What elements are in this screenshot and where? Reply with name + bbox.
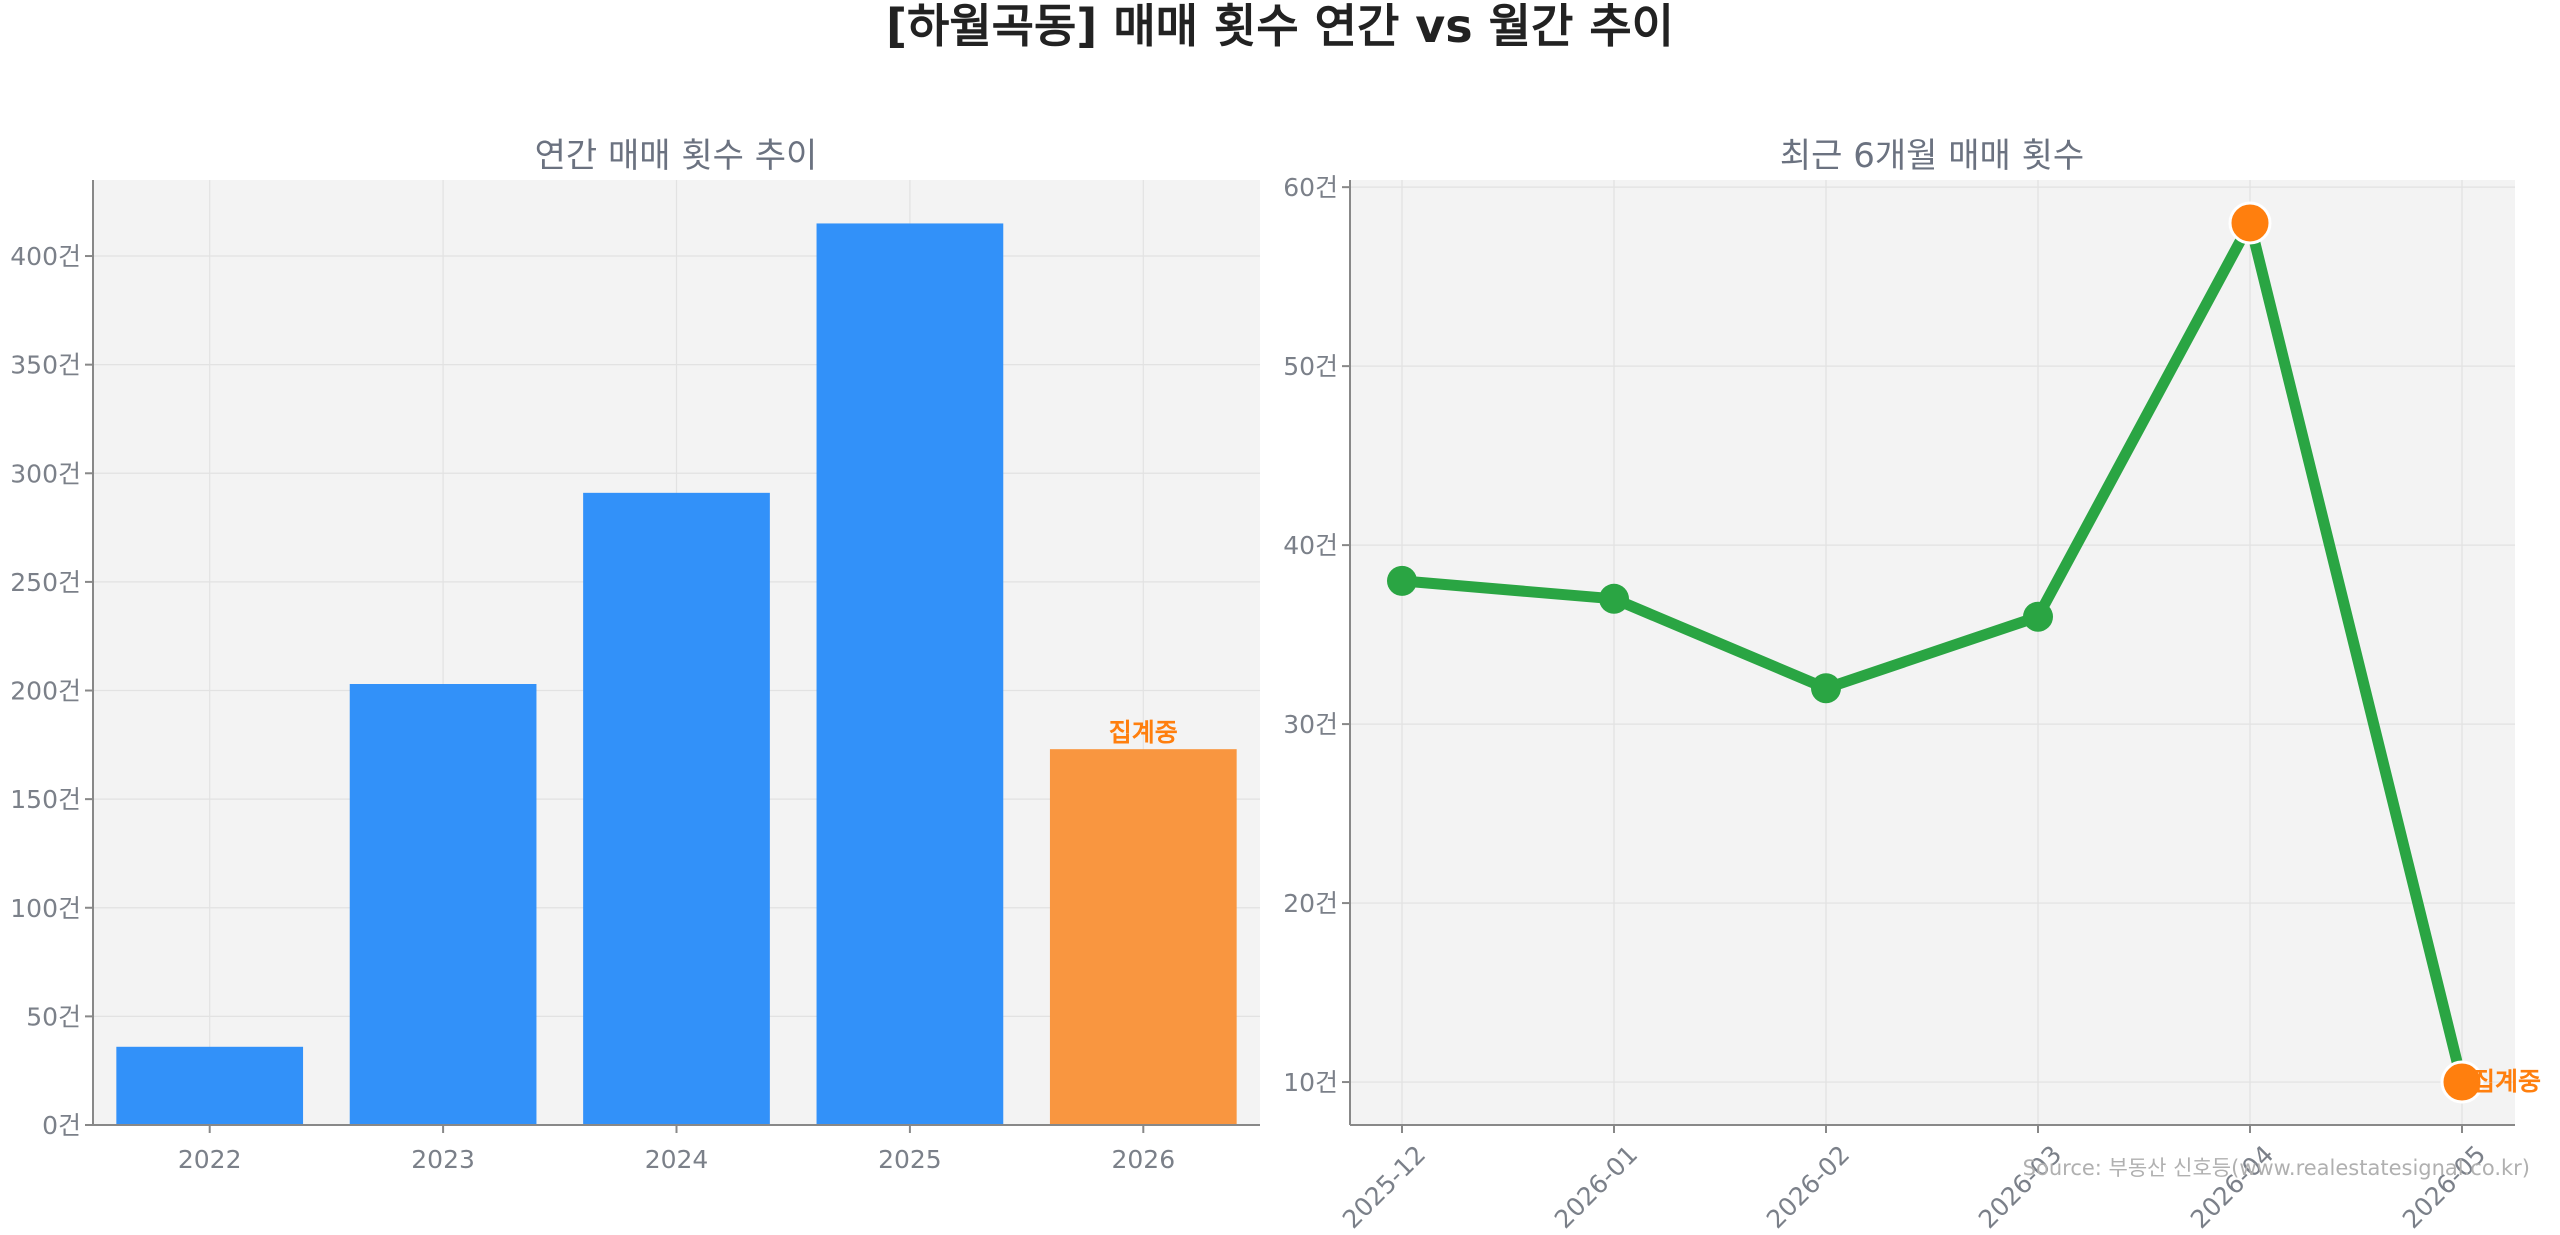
annual-y-tick-label: 0건 <box>42 1111 81 1140</box>
monthly-chart-title: 최근 6개월 매매 횟수 <box>1780 136 2084 176</box>
annual-y-tick-label: 200건 <box>10 677 81 706</box>
annual-x-tick-label: 2026 <box>1111 1145 1175 1174</box>
annual-bar-2025 <box>816 223 1004 1126</box>
annual-x-ticks: 2022 2023 2024 2025 2026 <box>178 1125 1175 1174</box>
monthly-point-2026-04 <box>2228 201 2272 245</box>
monthly-y-ticks: 10건 20건 30건 40건 50건 60건 <box>1283 173 1350 1097</box>
annual-x-tick-label: 2024 <box>645 1145 709 1174</box>
annual-bar-2024 <box>583 492 770 1125</box>
monthly-y-tick-label: 50건 <box>1283 352 1338 381</box>
monthly-y-tick-label: 20건 <box>1283 889 1338 918</box>
annual-y-tick-label: 100건 <box>10 894 81 923</box>
source-credit: Source: 부동산 신호등(www.realestatesignal.co.… <box>2023 1156 2530 1180</box>
annual-y-tick-label: 50건 <box>26 1002 81 1031</box>
monthly-y-tick-label: 60건 <box>1283 173 1338 202</box>
monthly-point-2026-02 <box>1811 673 1841 704</box>
monthly-x-tick-label: 2026-05 <box>2397 1140 2491 1234</box>
monthly-gridlines <box>1350 180 2515 1125</box>
annual-bar-2023 <box>349 684 537 1125</box>
monthly-y-tick-label: 10건 <box>1283 1068 1338 1097</box>
monthly-y-tick-label: 30건 <box>1283 710 1338 739</box>
annual-x-tick-label: 2022 <box>178 1145 242 1174</box>
monthly-point-2026-05 <box>2440 1060 2484 1104</box>
monthly-line-chart: 10건 20건 30건 40건 50건 60건 2025-12 2026-01 2026-02… <box>1283 136 2541 1234</box>
monthly-x-tick-label: 2025-12 <box>1337 1140 1431 1234</box>
monthly-x-tick-label: 2026-02 <box>1761 1140 1855 1234</box>
monthly-x-tick-label: 2026-03 <box>1973 1140 2067 1234</box>
annual-y-ticks: 0건 50건 100건 150건 200건 250건 300건 350건 400건 <box>10 242 93 1140</box>
monthly-point-2025-12 <box>1387 565 1417 596</box>
monthly-point-2026-03 <box>2023 601 2053 632</box>
monthly-points <box>1387 201 2484 1104</box>
annual-y-tick-label: 300건 <box>10 459 81 488</box>
annual-bars <box>116 223 1237 1126</box>
monthly-partial-annotation: 집계중 <box>2472 1067 2541 1096</box>
annual-chart-title: 연간 매매 횟수 추이 <box>535 136 818 176</box>
annual-bar-2026 <box>1049 749 1237 1125</box>
annual-bar-2022 <box>116 1046 304 1125</box>
annual-partial-annotation: 집계중 <box>1109 718 1178 747</box>
monthly-y-tick-label: 40건 <box>1283 531 1338 560</box>
annual-y-tick-label: 350건 <box>10 351 81 380</box>
annual-x-tick-label: 2023 <box>411 1145 475 1174</box>
figure-title: [하월곡동] 매매 횟수 연간 vs 월간 추이 <box>886 0 1674 53</box>
annual-y-tick-label: 400건 <box>10 242 81 271</box>
monthly-series-line <box>1396 217 2468 1088</box>
annual-y-tick-label: 150건 <box>10 785 81 814</box>
annual-y-tick-label: 250건 <box>10 568 81 597</box>
monthly-x-tick-label: 2026-01 <box>1549 1140 1643 1234</box>
monthly-point-2026-01 <box>1599 583 1629 614</box>
annual-x-tick-label: 2025 <box>878 1145 942 1174</box>
monthly-x-tick-label: 2026-04 <box>2185 1140 2279 1234</box>
